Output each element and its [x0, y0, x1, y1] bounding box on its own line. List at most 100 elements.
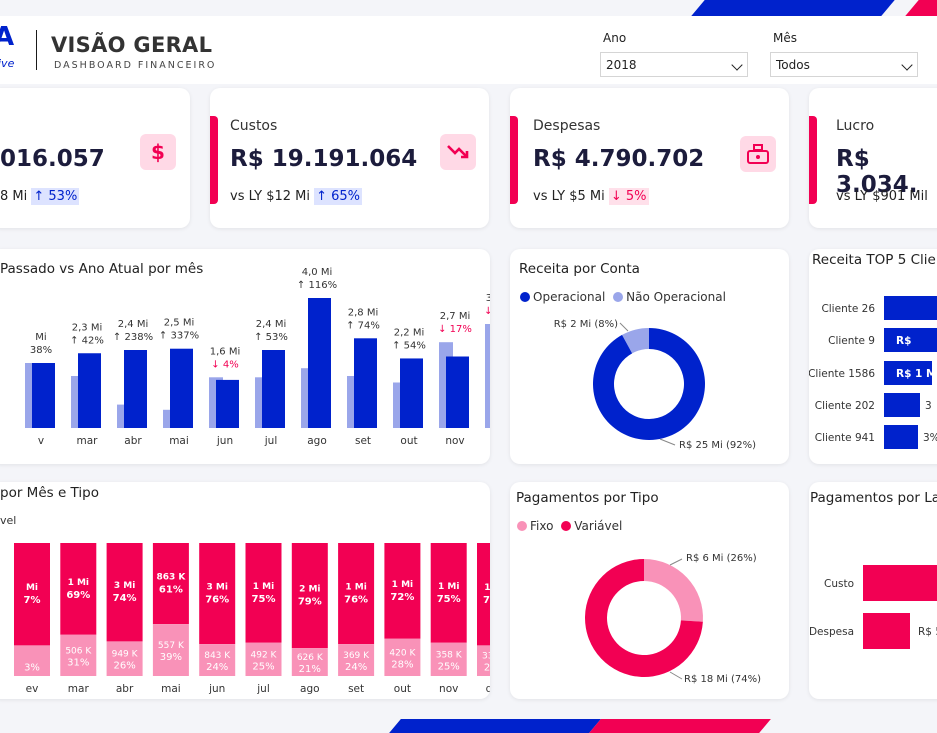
donut-slice: [585, 559, 703, 677]
kpi-comparison-text: vs LY $901 Mil: [836, 189, 928, 204]
x-tick-label: mar: [77, 435, 99, 447]
data-label-value: 2,4 Mi: [118, 319, 149, 330]
legend-label: Variável: [574, 519, 623, 533]
data-label-variavel-pct: 79%: [298, 597, 322, 608]
logo-subtext: ive: [0, 57, 15, 70]
data-label-variavel-value: 863 K: [156, 573, 186, 583]
bar-current-year: [446, 356, 469, 428]
bar-previous-year: [485, 324, 490, 428]
data-label-fixo-value: 358 K: [436, 650, 463, 660]
kpi-label: Lucro: [836, 118, 875, 134]
x-tick-label: ago: [300, 683, 320, 695]
kpi-comparison-text: vs LY $5 Mi: [533, 189, 605, 204]
data-label-change: ↑ 54%: [392, 340, 426, 351]
x-tick-label: dez: [486, 683, 490, 695]
month-filter-label: Mês: [773, 31, 797, 45]
leader-line: [669, 558, 683, 566]
data-label-fixo-value: 506 K: [65, 646, 92, 656]
y-tick-label: Cliente 26: [821, 303, 875, 315]
top-clientes-chart: Cliente 26 Cliente 9 R$ Cliente 1586 R$ 1 Mi…: [809, 296, 937, 449]
bar-fixo: [384, 638, 421, 676]
data-label-variavel-pct: 75%: [252, 594, 276, 605]
bar-variavel: [245, 543, 282, 643]
bar-variavel: [291, 543, 328, 649]
bar-fixo: [14, 645, 50, 676]
x-tick-label: abr: [116, 683, 134, 695]
data-label-fixo-value: 332 K: [482, 652, 490, 662]
data-label-variavel-value: 1 Mi: [484, 583, 490, 593]
receita-conta-donut: R$ 2 Mi (8%) R$ 25 Mi (92%): [554, 319, 756, 451]
pagamentos-lanc-chart: Custo Despesa R$ 5: [809, 565, 937, 649]
x-tick-label: ev: [26, 683, 39, 695]
chart-card-monthly-comparison: Passado vs Ano Atual por mês Mi 38% v 2,3 M…: [0, 249, 490, 464]
data-label-fixo-value: 492 K: [251, 650, 278, 660]
data-label-fixo-pct: 25%: [438, 661, 460, 672]
data-label-variavel-pct: 76%: [344, 595, 368, 606]
data-label-change: ↑ 42%: [70, 335, 104, 346]
chevron-down-icon: [731, 59, 743, 71]
bar-current-year: [32, 363, 55, 428]
data-label-value: 2,2 Mi: [394, 327, 425, 338]
data-label-fixo-pct: 31%: [67, 657, 89, 668]
bar-variavel: [430, 543, 467, 643]
card-accent: [210, 116, 218, 204]
kpi-value: 016.057: [0, 146, 105, 172]
bar-current-year: [354, 338, 377, 428]
legend-label: Fixo: [530, 519, 554, 533]
chart-title: Receita TOP 5 Clien: [812, 252, 937, 268]
bar-cliente: [884, 361, 932, 385]
bar-variavel: [384, 543, 421, 639]
kpi-comparison: 8 Mi ↑ 53%: [0, 188, 80, 205]
x-tick-label: jul: [256, 683, 270, 695]
bar-fixo: [152, 624, 189, 676]
page-title: VISÃO GERAL: [51, 33, 213, 57]
data-label-fixo-value: 557 K: [158, 641, 185, 651]
data-label-fixo-pct: 26%: [113, 661, 135, 672]
data-label-value: Mi: [35, 332, 46, 343]
month-select[interactable]: Todos: [770, 52, 918, 77]
bar-fixo: [60, 634, 97, 676]
data-label-fixo-value: 420 K: [389, 648, 416, 658]
legend-dot: [561, 521, 572, 531]
data-label-variavel-pct: 74%: [113, 593, 137, 604]
year-select[interactable]: 2018: [600, 52, 748, 77]
x-tick-label: v: [38, 435, 44, 447]
bar-fixo: [477, 645, 490, 676]
slice-label: R$ 18 Mi (74%): [684, 674, 761, 685]
dollar-icon: $: [140, 134, 176, 170]
leader-line: [669, 671, 683, 680]
legend-label: Não Operacional: [626, 290, 726, 304]
bar-fixo: [245, 642, 282, 676]
kpi-comparison: vs LY $901 Mil: [836, 189, 928, 204]
kpi-value: R$ 3.034.: [836, 146, 918, 198]
kpi-comparison-text: vs LY $12 Mi: [230, 189, 310, 204]
bar-current-year: [124, 350, 147, 428]
bar-variavel: [477, 543, 490, 646]
bar-fixo: [430, 642, 467, 676]
kpi-change-badge: ↓ 5%: [608, 188, 649, 205]
kpi-value: R$ 19.191.064: [230, 146, 418, 172]
data-label-fixo-value: 843 K: [204, 651, 231, 661]
bar-cliente: [884, 425, 918, 449]
data-label-change: ↓ 17%: [438, 324, 472, 335]
data-label-fixo-pct: 24%: [345, 662, 367, 673]
data-label-change: ↑ 116%: [297, 280, 337, 291]
data-label-fixo-value: 626 K: [297, 653, 324, 663]
data-label-variavel-value: 3 Mi: [114, 581, 135, 591]
x-tick-label: out: [394, 683, 411, 695]
bar-current-year: [170, 348, 193, 428]
data-label-variavel-pct: 61%: [159, 585, 183, 596]
donut-slice: [644, 559, 703, 622]
bar-lancamento: [863, 565, 937, 601]
chart-title: por Mês e Tipo: [0, 485, 99, 501]
data-label-change: 38%: [30, 345, 52, 356]
kpi-label: Despesas: [533, 118, 601, 134]
data-label-variavel-value: 1 Mi: [253, 582, 274, 592]
card-accent: [510, 116, 518, 204]
data-label-variavel-pct: 72%: [390, 592, 414, 603]
donut-slice: [593, 328, 705, 440]
data-label-value: 2,8 Mi: [348, 307, 379, 318]
bar-cliente: [884, 393, 920, 417]
data-label-change: ↓ 4%: [211, 359, 238, 370]
